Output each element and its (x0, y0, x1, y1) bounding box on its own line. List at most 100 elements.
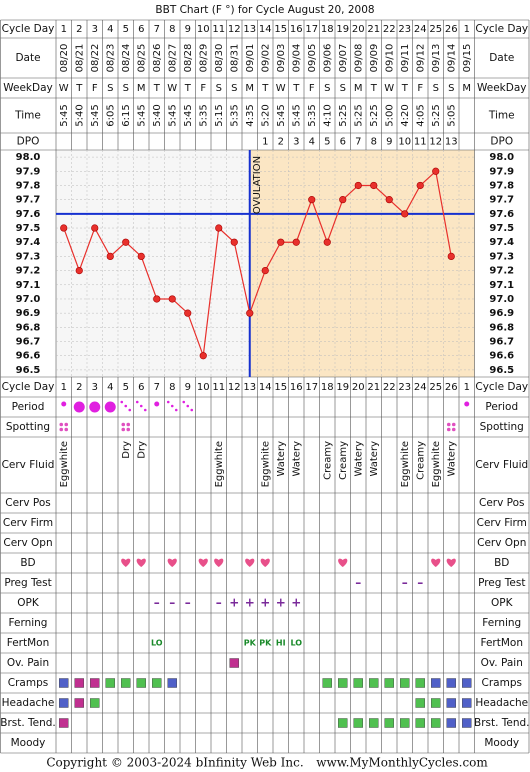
y-tick-label: 96.9 (489, 308, 514, 319)
cycle-day: 6 (138, 24, 144, 35)
cervical-fluid: Eggwhite (214, 441, 225, 487)
y-tick-label: 97.4 (489, 237, 514, 248)
row-label: OPK (17, 597, 40, 609)
spot-dot (446, 422, 451, 427)
row-label: Spotting (480, 421, 524, 433)
period-mark (166, 400, 178, 412)
weekday: S (107, 83, 113, 94)
cycle-day: 1 (464, 382, 470, 393)
cervical-fluid: Watery (446, 441, 457, 477)
symptom-square (369, 718, 379, 728)
period-mark (104, 401, 116, 413)
date: 09/08 (353, 44, 364, 73)
weekday: S (448, 83, 454, 94)
bd-heart (338, 558, 348, 567)
temperature-point (370, 181, 378, 190)
date: 09/04 (291, 44, 302, 73)
row-label: Cerv Fluid (2, 459, 55, 471)
temperature-point (75, 266, 83, 275)
temperature-point (323, 238, 331, 246)
weekday: W (384, 83, 394, 94)
bd-heart (245, 558, 255, 567)
temperature-point (168, 295, 176, 303)
time: 5:00 (384, 104, 395, 126)
period-mark (182, 400, 194, 412)
row-label: Spotting (6, 421, 50, 433)
cycle-day: 21 (367, 382, 380, 393)
row-label: Cramps (8, 677, 48, 689)
date: 08/22 (90, 44, 101, 73)
weekday: S (340, 83, 346, 94)
observation-text: – (216, 596, 222, 610)
time: 4:20 (400, 104, 411, 126)
date: 08/21 (74, 44, 85, 73)
row-label: Cycle Day (475, 23, 528, 35)
row-label: Time (488, 110, 515, 122)
time: 4:05 (415, 104, 426, 126)
cycle-day: 24 (414, 24, 427, 35)
time: 5:45 (167, 104, 178, 126)
temperature-point (308, 196, 316, 204)
row-label: Brst. Tend. (0, 717, 56, 729)
symptom-square (338, 718, 348, 728)
period-dot (182, 400, 186, 404)
row-label: FertMon (481, 637, 524, 649)
cycle-day: 3 (92, 24, 98, 35)
symptom-square (90, 698, 100, 708)
temperature-point (153, 295, 161, 303)
row-label: Headache (475, 697, 528, 709)
date: 09/10 (384, 44, 395, 73)
site-link: www.MyMonthlyCycles.com (316, 756, 488, 770)
temperature-point (246, 309, 254, 317)
date: 08/26 (152, 44, 163, 73)
symptom-square (446, 698, 456, 708)
row-label: FertMon (7, 637, 50, 649)
weekday: W (276, 83, 286, 94)
cycle-day: 12 (228, 24, 241, 35)
dpo: 9 (386, 137, 392, 148)
time: 6:05 (105, 104, 116, 126)
row-label: Cerv Pos (5, 497, 51, 509)
row-label: Ov. Pain (481, 657, 523, 669)
cycle-day: 14 (259, 382, 272, 393)
row-label: DPO (17, 136, 40, 148)
cycle-day: 26 (445, 24, 458, 35)
date: 09/03 (276, 44, 287, 73)
symptom-square (59, 718, 69, 728)
period-mark (154, 401, 160, 407)
observation-text: – (185, 596, 191, 610)
row-label: OPK (491, 597, 514, 609)
weekday: M (245, 83, 254, 94)
cycle-day: 8 (169, 24, 175, 35)
bd-heart (260, 558, 270, 567)
row-label: Cerv Pos (479, 497, 525, 509)
period-dot (124, 404, 128, 408)
period-dot (186, 404, 190, 408)
bd-heart (214, 558, 224, 567)
weekday: T (75, 83, 83, 94)
weekday: F (92, 83, 98, 94)
date: 08/23 (105, 44, 116, 73)
date: 08/24 (121, 44, 132, 73)
dpo: 13 (445, 137, 458, 148)
cervical-fluid: Eggwhite (431, 441, 442, 487)
cervical-fluid: Dry (136, 441, 147, 459)
spot-dot (451, 427, 456, 432)
date: 08/30 (214, 44, 225, 73)
cycle-day: 2 (76, 382, 82, 393)
y-tick-label: 97.2 (16, 266, 41, 277)
row-label: Period (485, 401, 518, 413)
row-label: Date (15, 52, 40, 64)
cycle-day: 5 (123, 382, 129, 393)
time: 5:35 (229, 104, 240, 126)
row-label: Moody (11, 737, 46, 749)
cycle-day: 10 (197, 24, 210, 35)
date: 09/05 (307, 44, 318, 73)
temperature-point (339, 196, 347, 204)
cycle-day: 23 (398, 382, 411, 393)
row-label: WeekDay (3, 82, 53, 94)
symptom-square (152, 678, 162, 688)
cycle-day: 14 (259, 24, 272, 35)
symptom-square (415, 718, 425, 728)
